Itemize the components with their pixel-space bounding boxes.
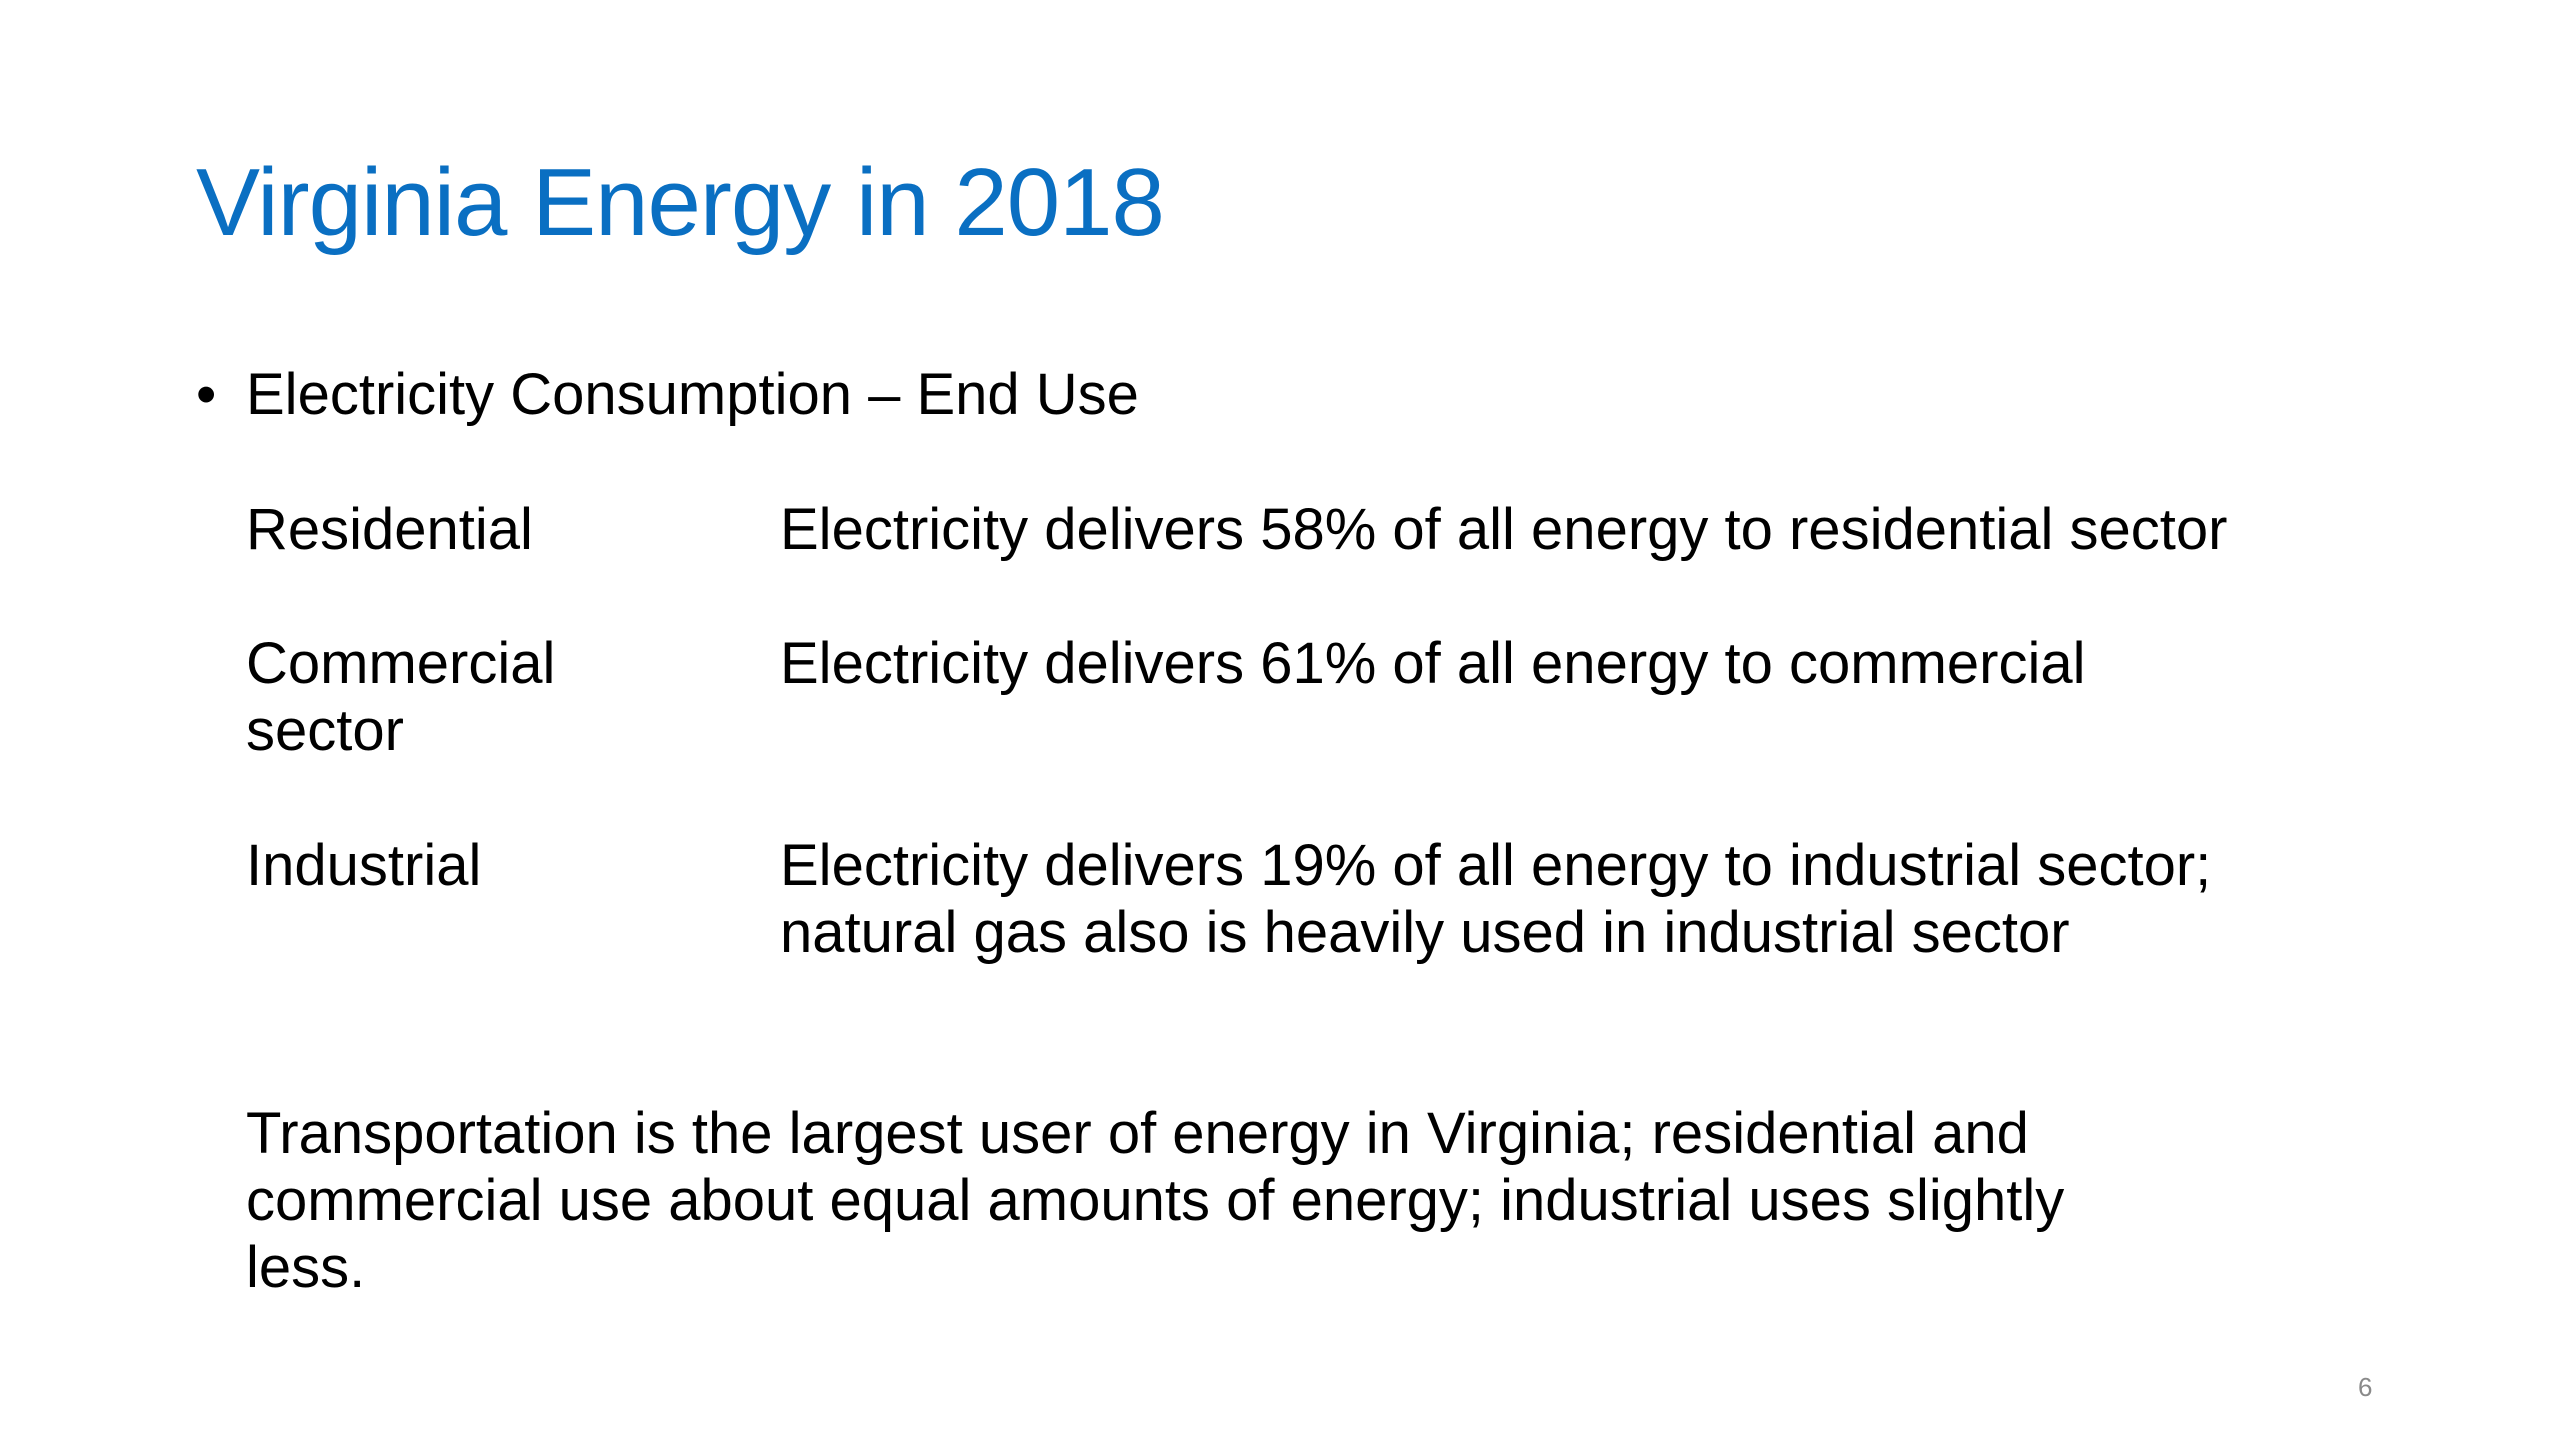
sector-label-residential: Residential	[246, 497, 533, 562]
sector-description-commercial: Electricity delivers 61% of all energy t…	[780, 631, 2086, 696]
bullet-text: Electricity Consumption – End Use	[246, 362, 1139, 427]
sector-label-industrial: Industrial	[246, 833, 482, 898]
bullet-marker: •	[196, 362, 217, 427]
page-number: 6	[2358, 1372, 2373, 1402]
sector-description-residential: Electricity delivers 58% of all energy t…	[780, 497, 2228, 562]
sector-description-industrial: Electricity delivers 19% of all energy t…	[780, 833, 2212, 965]
sector-label-commercial: Commercial sector	[246, 631, 556, 763]
slide-title: Virginia Energy in 2018	[196, 149, 1165, 256]
summary-paragraph: Transportation is the largest user of en…	[246, 1101, 2065, 1300]
bullet-item: • Electricity Consumption – End Use	[196, 362, 1139, 429]
